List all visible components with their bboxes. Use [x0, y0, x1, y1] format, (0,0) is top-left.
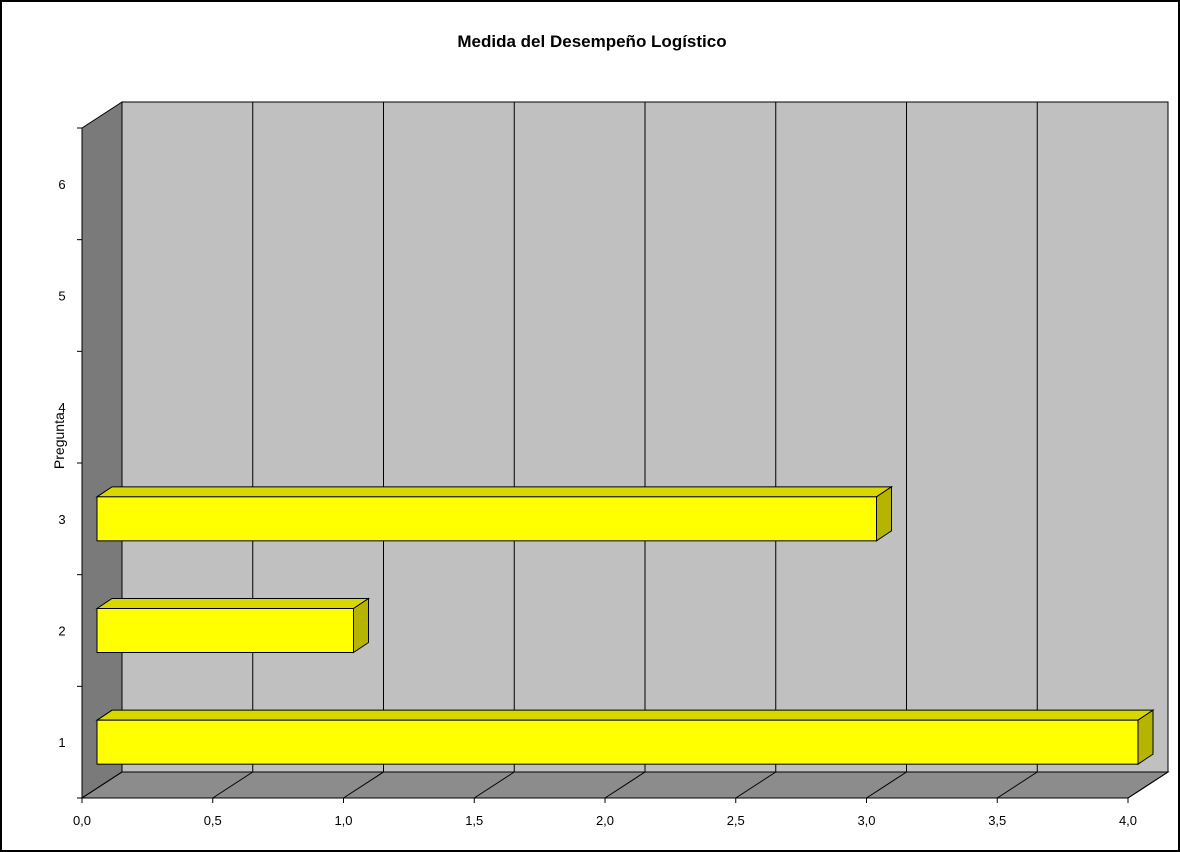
floor-gridline: [735, 771, 777, 799]
y-axis-title: Pregunta: [51, 412, 67, 469]
floor-gridline: [343, 771, 384, 799]
x-tick-label: 1,0: [334, 813, 352, 828]
bar: [96, 496, 877, 542]
chart-title: Medida del Desempeño Logístico: [457, 32, 727, 51]
x-tick-label: 4,0: [1119, 813, 1137, 828]
bar-side: [876, 485, 892, 542]
x-tick-label: 2,5: [727, 813, 745, 828]
x-tick-label: 2,0: [596, 813, 614, 828]
bar-top: [95, 598, 371, 609]
floor-gridline: [866, 771, 907, 799]
bar-top: [95, 709, 1155, 721]
bar-top: [95, 486, 894, 498]
y-tick-label: 2: [58, 624, 65, 639]
y-tick-label: 5: [58, 289, 65, 304]
floor-gridline: [473, 771, 515, 799]
floor-gridline: [212, 771, 254, 799]
bar-side: [353, 597, 369, 654]
x-tick-label: 1,5: [465, 813, 483, 828]
bar-side: [1137, 709, 1154, 766]
floor-gridline: [1127, 771, 1169, 799]
y-tick-label: 6: [58, 177, 65, 192]
floor-gridline: [996, 771, 1038, 799]
bar: [96, 608, 354, 653]
y-tick-label: 1: [58, 735, 65, 750]
x-tick-label: 3,5: [988, 813, 1006, 828]
floor-gridline: [81, 771, 123, 799]
y-tick-label: 4: [58, 400, 65, 415]
x-tick-label: 3,0: [857, 813, 875, 828]
bar: [96, 719, 1139, 765]
y-tick-label: 3: [58, 512, 65, 527]
x-tick-label: 0,0: [73, 813, 91, 828]
x-tick-label: 0,5: [204, 813, 222, 828]
left-wall: [81, 101, 123, 799]
floor-gridline: [604, 771, 646, 799]
